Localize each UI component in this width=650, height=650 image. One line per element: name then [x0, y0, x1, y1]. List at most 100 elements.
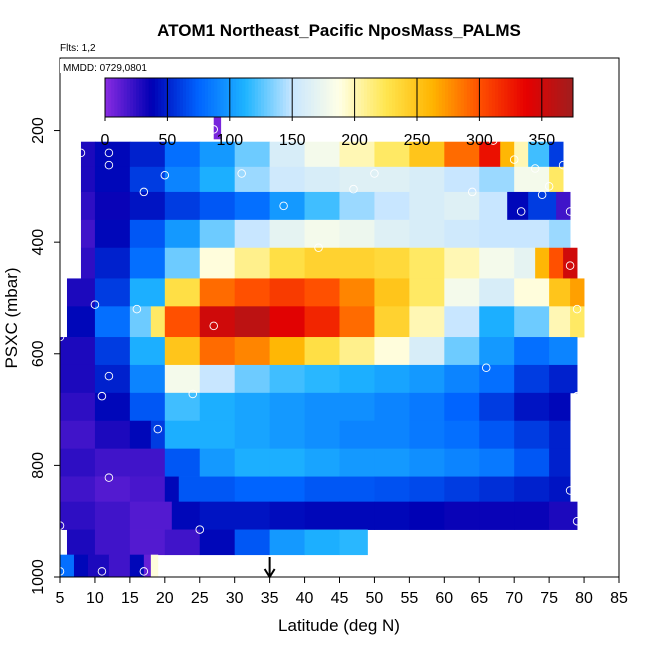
heatmap-cell — [199, 448, 236, 477]
heatmap-cell — [164, 141, 201, 168]
colorbar-swatch — [339, 78, 343, 117]
colorbar-swatch — [192, 78, 196, 117]
plot-area — [60, 108, 585, 578]
heatmap-cell — [409, 247, 445, 279]
heatmap-cell — [87, 554, 110, 578]
colorbar-swatch — [445, 78, 449, 117]
colorbar-swatch — [164, 78, 168, 117]
heatmap-cell — [234, 191, 271, 221]
y-axis-label: PSXC (mbar) — [2, 267, 21, 368]
heatmap-cell — [80, 247, 96, 279]
colorbar-swatch — [229, 78, 234, 117]
colorbar-swatch — [307, 78, 312, 117]
heatmap-cell — [164, 529, 201, 556]
heatmap-cell — [444, 420, 480, 450]
colorbar-swatch — [111, 78, 115, 117]
colorbar-swatch — [454, 78, 459, 117]
heatmap-cell — [129, 247, 166, 279]
colorbar-swatch — [526, 78, 530, 117]
heatmap-cell — [444, 219, 480, 249]
x-tick-label: 25 — [191, 590, 209, 607]
x-tick-label: 80 — [575, 590, 593, 607]
heatmap-cell — [409, 392, 445, 422]
heatmap-cell — [339, 529, 368, 556]
colorbar-swatch — [220, 78, 225, 117]
colorbar-swatch — [435, 78, 440, 117]
colorbar-swatch — [473, 78, 477, 117]
heatmap-cell — [339, 501, 375, 530]
heatmap-cell — [479, 420, 515, 450]
heatmap-cell — [269, 529, 305, 556]
colorbar-ticks: 0 50 100 150 200 250 300 350 — [101, 78, 555, 149]
heatmap-cell — [374, 420, 410, 450]
heatmap-cell — [234, 364, 271, 394]
colorbar-swatch — [513, 78, 518, 117]
colorbar-swatch — [398, 78, 402, 117]
date-label: MMDD: 0729,0801 — [63, 63, 147, 74]
observation-circle — [237, 169, 246, 178]
heatmap-cell — [150, 306, 166, 338]
x-tick-label: 30 — [226, 590, 244, 607]
heatmap-cell — [409, 219, 445, 249]
colorbar-swatch — [204, 78, 209, 117]
colorbar-swatch — [279, 78, 284, 117]
colorbar-swatch — [108, 78, 112, 117]
heatmap-cell — [304, 337, 340, 366]
colorbar-swatch — [320, 78, 324, 117]
heatmap-cell — [199, 337, 236, 366]
colorbar-tick-label: 100 — [216, 132, 243, 149]
colorbar-swatch — [423, 78, 427, 117]
colorbar-swatch — [351, 78, 356, 117]
observation-circle — [76, 148, 86, 158]
colorbar-swatch — [214, 78, 218, 117]
colorbar — [104, 77, 574, 118]
heatmap-cell — [304, 166, 340, 193]
heatmap-cell — [528, 141, 550, 168]
heatmap-cell — [514, 219, 550, 249]
colorbar-swatch — [363, 78, 368, 117]
heatmap-cell — [374, 337, 410, 366]
heatmap-cell — [304, 141, 340, 168]
heatmap-cell — [514, 476, 550, 503]
colorbar-swatch — [161, 78, 165, 117]
heatmap-cell — [570, 278, 585, 307]
heatmap-cell — [514, 364, 550, 394]
colorbar-swatch — [485, 78, 490, 117]
heatmap-cell — [514, 337, 550, 366]
heatmap-cell — [94, 420, 131, 450]
colorbar-swatch — [323, 78, 328, 117]
colorbar-swatch — [501, 78, 505, 117]
heatmap-cell — [234, 448, 271, 477]
observation-circle — [139, 567, 149, 576]
heatmap-cell — [94, 501, 131, 530]
heatmap-cell — [164, 278, 201, 307]
heatmap-cell — [108, 554, 131, 578]
colorbar-swatch — [342, 78, 346, 117]
heatmap-cell — [479, 364, 515, 394]
heatmap-cell — [234, 247, 271, 279]
colorbar-swatch — [535, 78, 540, 117]
colorbar-swatch — [236, 78, 240, 117]
colorbar-swatch — [560, 78, 565, 117]
colorbar-swatch — [120, 78, 125, 117]
colorbar-swatch — [167, 78, 172, 117]
heatmap-cell — [199, 191, 236, 221]
heatmap-cell — [164, 166, 201, 193]
heatmap-cell — [129, 141, 166, 168]
x-tick-label: 40 — [296, 590, 314, 607]
heatmap-cell — [80, 166, 96, 193]
observation-circle — [349, 184, 358, 194]
heatmap-cell — [129, 420, 152, 450]
heatmap-cell — [199, 392, 236, 422]
heatmap-cell — [94, 476, 131, 503]
heatmap-cell — [164, 219, 201, 249]
heatmap-cell — [374, 247, 410, 279]
heatmap-cell — [409, 501, 445, 530]
colorbar-swatch — [301, 78, 306, 117]
colorbar-swatch — [538, 78, 543, 117]
colorbar-swatch — [360, 78, 365, 117]
observation-circle — [104, 371, 114, 381]
heatmap-cell — [374, 166, 410, 193]
heatmap-cell — [304, 448, 340, 477]
colorbar-swatch — [257, 78, 262, 117]
